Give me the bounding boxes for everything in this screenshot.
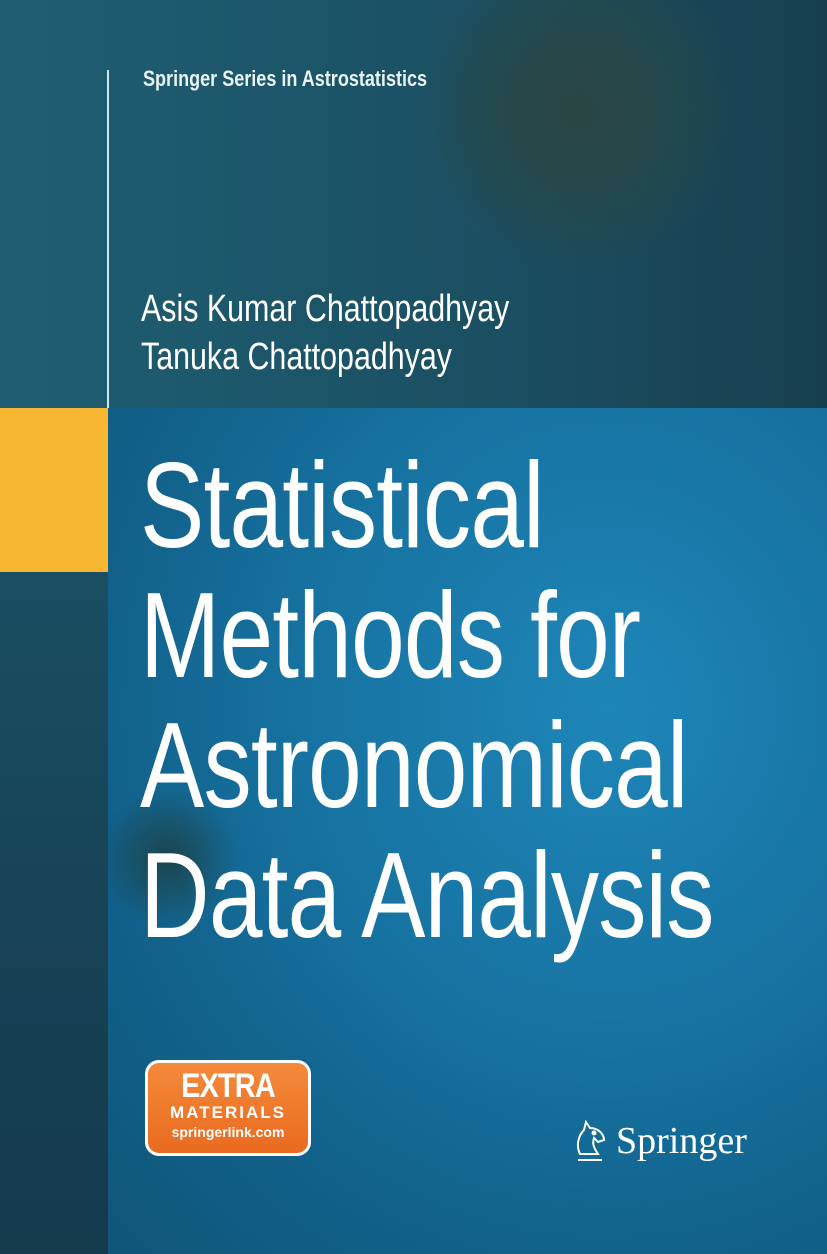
- author-1: Asis Kumar Chattopadhyay: [141, 288, 510, 330]
- publisher-name: Springer: [616, 1120, 747, 1162]
- book-title: Statistical Methods for Astronomical Dat…: [140, 440, 827, 960]
- badge-line-2: MATERIALS: [170, 1103, 286, 1122]
- cover-top-band: [0, 0, 827, 408]
- badge-line-1: EXTRA: [181, 1067, 276, 1105]
- author-2: Tanuka Chattopadhyay: [141, 336, 452, 378]
- publisher-logo: Springer: [572, 1118, 747, 1164]
- springer-horse-icon: [576, 1119, 606, 1161]
- series-name: Springer Series in Astrostatistics: [143, 66, 428, 91]
- yellow-accent-block: [0, 408, 108, 572]
- extra-materials-badge: EXTRA MATERIALS springerlink.com: [145, 1060, 311, 1156]
- badge-line-3: springerlink.com: [171, 1124, 285, 1140]
- title-line: Astronomical: [140, 697, 688, 833]
- title-line: Data Analysis: [140, 827, 714, 963]
- title-line: Statistical: [140, 437, 545, 573]
- divider-line: [107, 70, 109, 408]
- title-line: Methods for: [140, 567, 641, 703]
